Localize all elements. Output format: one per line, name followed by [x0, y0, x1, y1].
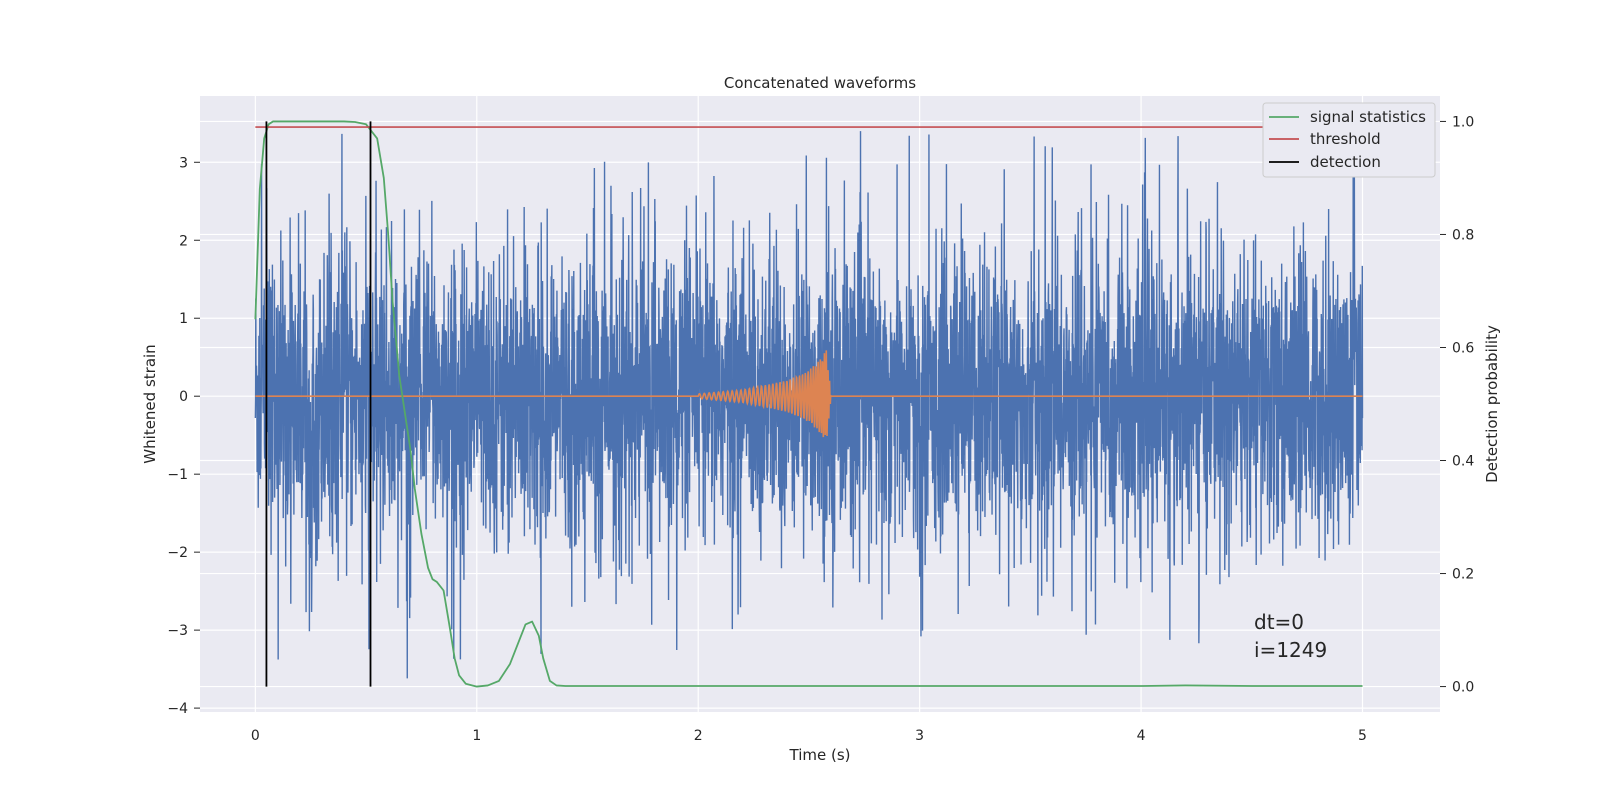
legend-label-detection: detection: [1310, 153, 1381, 171]
x-tick-label: 3: [915, 728, 924, 744]
signal-statistics-series: [254, 120, 1363, 688]
x-tick-label: 4: [1137, 728, 1146, 744]
x-tick-label: 1: [472, 728, 481, 744]
annotation: dt=0 i=1249: [1254, 610, 1327, 662]
x-axis-label: Time (s): [789, 746, 851, 764]
y2-tick-label: 0.8: [1452, 227, 1474, 243]
annotation-i: i=1249: [1254, 638, 1327, 662]
y-tick-label: −3: [167, 623, 188, 639]
annotation-dt: dt=0: [1254, 610, 1304, 634]
chart-title: Concatenated waveforms: [724, 74, 916, 92]
x-tick-label: 0: [251, 728, 260, 744]
template-line: [255, 350, 1363, 438]
ticks: 0 1 2 3 4 5 −4 −3 −2 −1 0 1 2 3 0.0 0.2 0.4 0.6 0.8 1.0: [167, 114, 1474, 744]
y2-tick-label: 1.0: [1452, 114, 1474, 130]
y-tick-label: 2: [179, 233, 188, 249]
x-tick-label: 5: [1358, 728, 1367, 744]
y-tick-label: −1: [167, 467, 188, 483]
detection-series: [265, 121, 372, 687]
strain-line: [254, 131, 1364, 679]
y2-tick-label: 0.0: [1452, 680, 1474, 696]
y2-tick-label: 0.2: [1452, 567, 1474, 583]
y-tick-label: −2: [167, 545, 188, 561]
x-tick-label: 2: [694, 728, 703, 744]
y-axis-label: Whitened strain: [141, 344, 159, 463]
y2-tick-label: 0.6: [1452, 340, 1474, 356]
y-tick-label: 0: [179, 389, 188, 405]
y2-tick-label: 0.4: [1452, 454, 1474, 470]
y-tick-label: 1: [179, 311, 188, 327]
legend-label-threshold: threshold: [1310, 130, 1381, 148]
y2-axis-label: Detection probability: [1483, 325, 1501, 483]
strain-series: [254, 131, 1364, 679]
y-tick-label: 3: [179, 155, 188, 171]
template-series: [255, 350, 1363, 438]
signal-statistics-line: [254, 120, 1363, 688]
legend-label-signal-statistics: signal statistics: [1310, 108, 1426, 126]
y-tick-label: −4: [167, 701, 188, 717]
legend: signal statistics threshold detection: [1262, 102, 1436, 178]
legend-box: [1262, 102, 1436, 178]
